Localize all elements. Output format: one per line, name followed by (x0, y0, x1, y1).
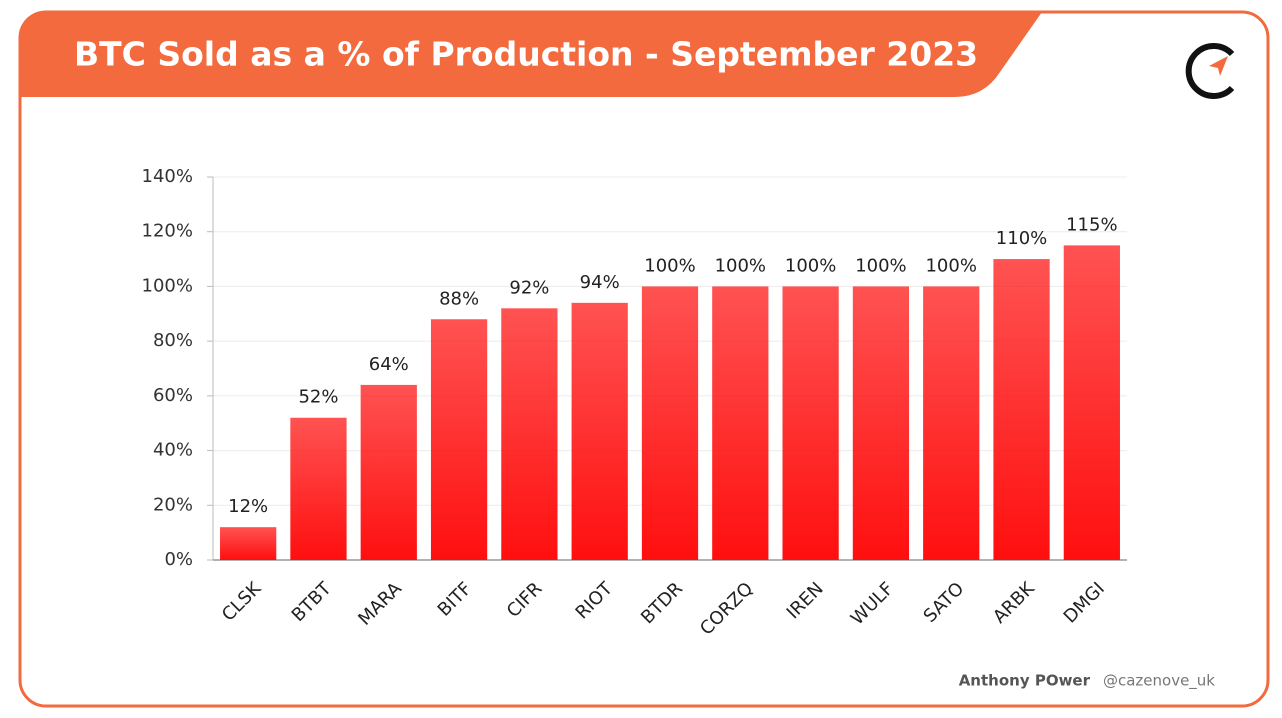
value-label: 100% (715, 255, 766, 276)
bar (501, 308, 558, 560)
bar (993, 259, 1050, 560)
value-label: 94% (580, 272, 620, 293)
logo (1185, 43, 1235, 99)
y-tick-label: 100% (142, 275, 193, 296)
y-tick-label: 20% (153, 494, 193, 515)
value-label: 100% (925, 255, 976, 276)
bar (1063, 245, 1120, 560)
y-tick-label: 140% (142, 166, 193, 187)
bar (641, 286, 699, 560)
value-label: 92% (509, 277, 549, 298)
y-tick-label: 120% (142, 221, 193, 242)
value-label: 52% (298, 387, 338, 408)
value-label: 115% (1066, 214, 1117, 235)
value-label: 110% (996, 228, 1047, 249)
handle: @cazenove_uk (1103, 672, 1215, 691)
chart-title: BTC Sold as a % of Production - Septembe… (74, 35, 978, 74)
bar (290, 417, 347, 560)
bar (852, 286, 910, 560)
bar (571, 302, 628, 560)
author: Anthony POwer (959, 672, 1091, 690)
title-banner (20, 12, 1042, 97)
y-tick-label: 40% (153, 440, 193, 461)
value-label: 12% (228, 496, 268, 517)
value-label: 88% (439, 288, 479, 309)
y-tick-label: 80% (153, 330, 193, 351)
bar (923, 286, 980, 560)
value-label: 100% (855, 255, 906, 276)
bar (430, 319, 488, 560)
bar (220, 527, 277, 560)
value-label: 100% (785, 255, 836, 276)
bar (360, 384, 417, 560)
bar (782, 286, 839, 560)
y-tick-label: 0% (164, 549, 193, 570)
y-tick-label: 60% (153, 385, 193, 406)
value-label: 100% (644, 255, 695, 276)
bar (712, 286, 769, 560)
value-label: 64% (369, 354, 409, 375)
